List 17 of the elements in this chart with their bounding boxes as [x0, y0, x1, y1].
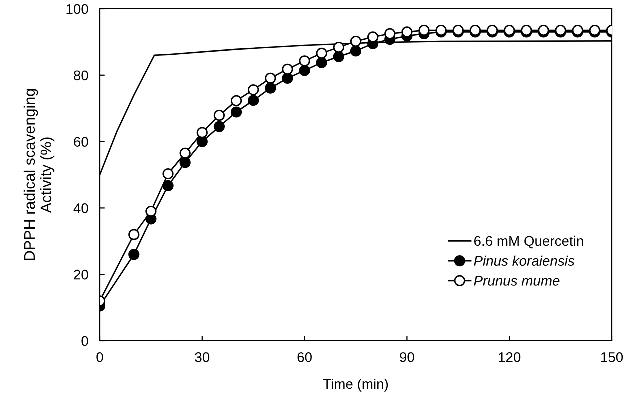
x-tick-label: 150 [601, 352, 624, 362]
y-tick-label: 100 [66, 4, 88, 14]
y-tick-label: 40 [74, 204, 88, 214]
x-tick-label: 120 [499, 352, 521, 362]
legend-label: Prunus mume [474, 276, 560, 286]
legend-label: Pinus koraiensis [474, 256, 575, 266]
y-tick-label: 0 [82, 336, 88, 346]
x-tick-label: 90 [400, 352, 414, 362]
x-tick-label: 60 [298, 352, 312, 362]
y-tick-label: 80 [74, 70, 88, 81]
legend-label: 6.6 mM Quercetin [474, 236, 584, 249]
x-axis-title: Time (min) [323, 378, 388, 392]
y-tick-label: 20 [74, 270, 88, 280]
y-axis-title: DPPH radical scavenging Activity (%) [24, 89, 55, 260]
y-tick-label: 60 [74, 137, 88, 147]
x-tick-label: 30 [195, 352, 210, 362]
x-tick-label: 0 [96, 352, 104, 362]
